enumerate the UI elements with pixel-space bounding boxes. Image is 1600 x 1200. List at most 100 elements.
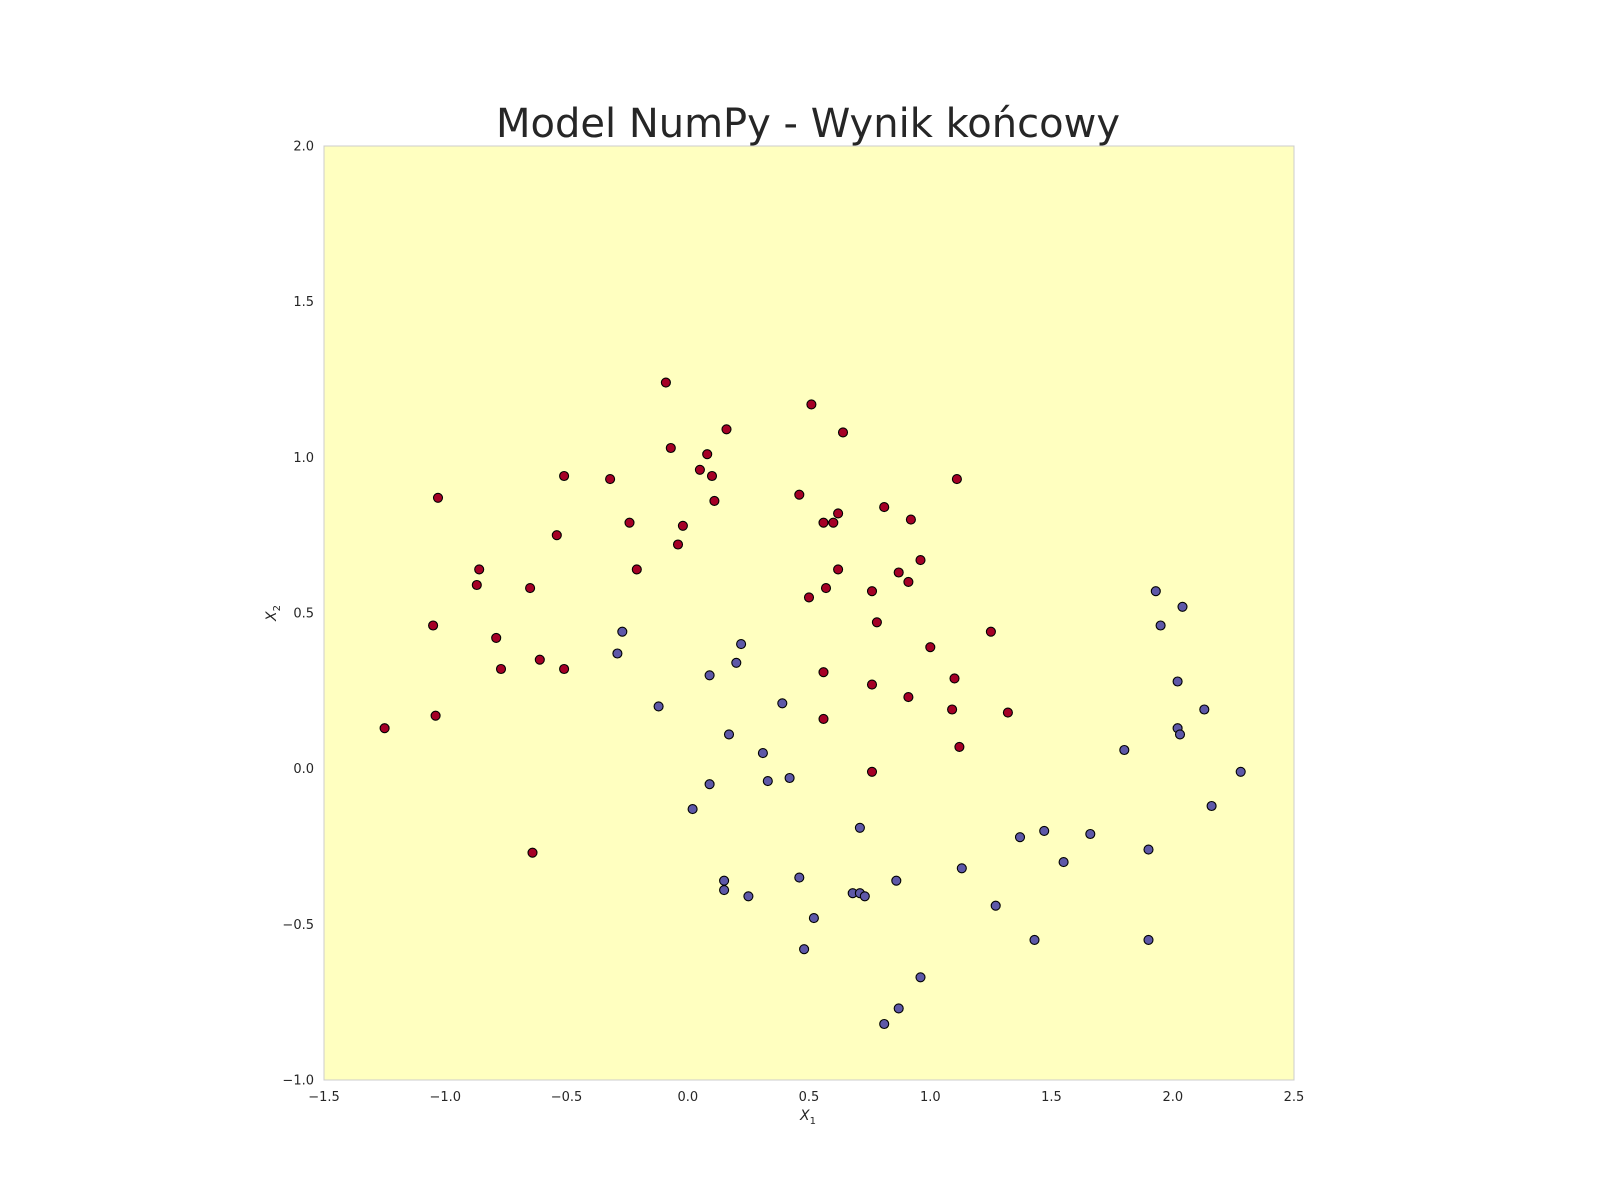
data-point-class-1	[794, 872, 805, 883]
data-point-class-1	[617, 626, 628, 637]
data-point-class-1	[736, 639, 747, 650]
data-point-class-1	[1155, 620, 1166, 631]
data-point-class-0	[428, 620, 439, 631]
data-point-class-1	[743, 891, 754, 902]
data-point-class-0	[631, 564, 642, 575]
data-point-class-0	[879, 502, 890, 513]
y-tick-label: −0.5	[282, 918, 314, 933]
data-point-class-1	[1199, 704, 1210, 715]
y-tick-label: −1.0	[282, 1074, 314, 1089]
x-tick-label: 2.5	[1284, 1090, 1305, 1105]
y-tick-label: 0.5	[293, 607, 314, 622]
x-tick-label: −1.5	[308, 1090, 340, 1105]
x-axis-label: X1	[799, 1108, 816, 1127]
data-point-class-1	[799, 944, 810, 955]
data-point-class-0	[833, 564, 844, 575]
data-point-class-0	[706, 470, 718, 482]
data-point-class-0	[833, 508, 844, 519]
data-point-class-1	[879, 1018, 890, 1030]
data-point-class-0	[818, 667, 829, 678]
data-point-class-0	[837, 427, 849, 438]
data-point-class-0	[551, 530, 562, 541]
data-point-class-0	[474, 564, 485, 575]
data-point-class-1	[1172, 676, 1183, 687]
data-point-class-1	[1029, 934, 1040, 945]
data-point-class-1	[893, 1003, 904, 1014]
data-point-class-0	[495, 663, 507, 675]
data-point-class-0	[471, 579, 482, 591]
data-point-class-0	[871, 617, 882, 628]
data-point-class-0	[866, 586, 878, 597]
data-point-class-0	[818, 713, 829, 724]
data-point-class-0	[803, 592, 815, 603]
data-point-class-0	[925, 642, 936, 653]
y-tick-labels: −1.0 −0.5 0.0 0.5 1.0 1.5 2.0	[282, 140, 314, 1089]
data-point-class-1	[777, 698, 788, 709]
data-point-class-0	[818, 517, 829, 528]
data-point-class-0	[677, 520, 688, 531]
data-point-class-0	[709, 495, 720, 506]
data-point-class-0	[820, 583, 832, 594]
x-axis-label-main: X	[799, 1108, 810, 1124]
data-point-class-1	[859, 891, 870, 902]
data-point-class-1	[1014, 832, 1026, 843]
y-tick-label: 1.5	[293, 295, 314, 310]
data-point-class-1	[1150, 586, 1161, 597]
data-point-class-0	[527, 847, 538, 858]
data-point-class-1	[1085, 828, 1096, 840]
x-tick-label: 2.0	[1162, 1090, 1183, 1105]
data-point-class-1	[1119, 744, 1130, 756]
data-point-class-1	[719, 875, 730, 886]
data-point-class-0	[985, 626, 996, 637]
data-point-class-0	[660, 377, 671, 388]
data-point-class-0	[672, 539, 684, 550]
data-point-class-0	[605, 474, 616, 485]
data-point-class-1	[1206, 800, 1217, 812]
data-point-class-1	[915, 972, 926, 983]
data-point-class-0	[951, 474, 962, 485]
data-point-class-0	[949, 673, 960, 684]
data-point-class-0	[828, 517, 839, 528]
data-point-class-1	[1174, 729, 1186, 740]
data-point-class-0	[491, 632, 502, 643]
x-tick-label: −1.0	[430, 1090, 462, 1105]
data-point-class-1	[612, 648, 623, 659]
data-point-class-1	[719, 885, 730, 896]
data-point-class-1	[653, 701, 664, 712]
plot-area	[323, 145, 1295, 1081]
chart-title: Model NumPy - Wynik końcowy	[496, 101, 1120, 147]
x-tick-label: 0.0	[677, 1090, 698, 1105]
data-point-class-1	[956, 863, 967, 874]
data-point-class-0	[794, 489, 805, 500]
data-point-class-1	[731, 657, 742, 668]
data-point-class-1	[1143, 844, 1154, 855]
data-point-class-1	[1235, 766, 1246, 777]
data-point-class-1	[704, 670, 715, 681]
data-point-class-0	[559, 470, 570, 482]
data-point-class-0	[379, 723, 390, 734]
data-point-class-1	[723, 729, 735, 740]
x-tick-label: 1.0	[920, 1090, 941, 1105]
y-axis-label-main: X	[264, 611, 280, 622]
x-axis-label-subscript: 1	[810, 1116, 816, 1127]
data-point-class-0	[694, 464, 705, 475]
data-point-class-0	[806, 399, 817, 410]
data-point-class-0	[866, 766, 878, 777]
data-point-class-0	[525, 583, 536, 594]
data-point-class-1	[891, 875, 902, 886]
x-tick-labels: −1.5 −1.0 −0.5 0.0 0.5 1.0 1.5 2.0 2.5	[308, 1090, 1304, 1105]
data-point-class-0	[903, 692, 914, 703]
points-layer	[379, 377, 1246, 1030]
y-tick-label: 0.0	[293, 762, 314, 777]
x-tick-label: 1.5	[1041, 1090, 1062, 1105]
data-point-class-1	[1177, 601, 1188, 612]
data-point-class-0	[947, 704, 958, 715]
data-point-class-0	[1002, 707, 1013, 718]
data-point-class-0	[432, 492, 444, 503]
y-tick-label: 2.0	[293, 140, 314, 155]
data-point-class-0	[430, 710, 441, 721]
y-axis-label: X2	[264, 605, 283, 622]
data-point-class-1	[1039, 825, 1050, 836]
data-point-class-0	[559, 663, 570, 675]
